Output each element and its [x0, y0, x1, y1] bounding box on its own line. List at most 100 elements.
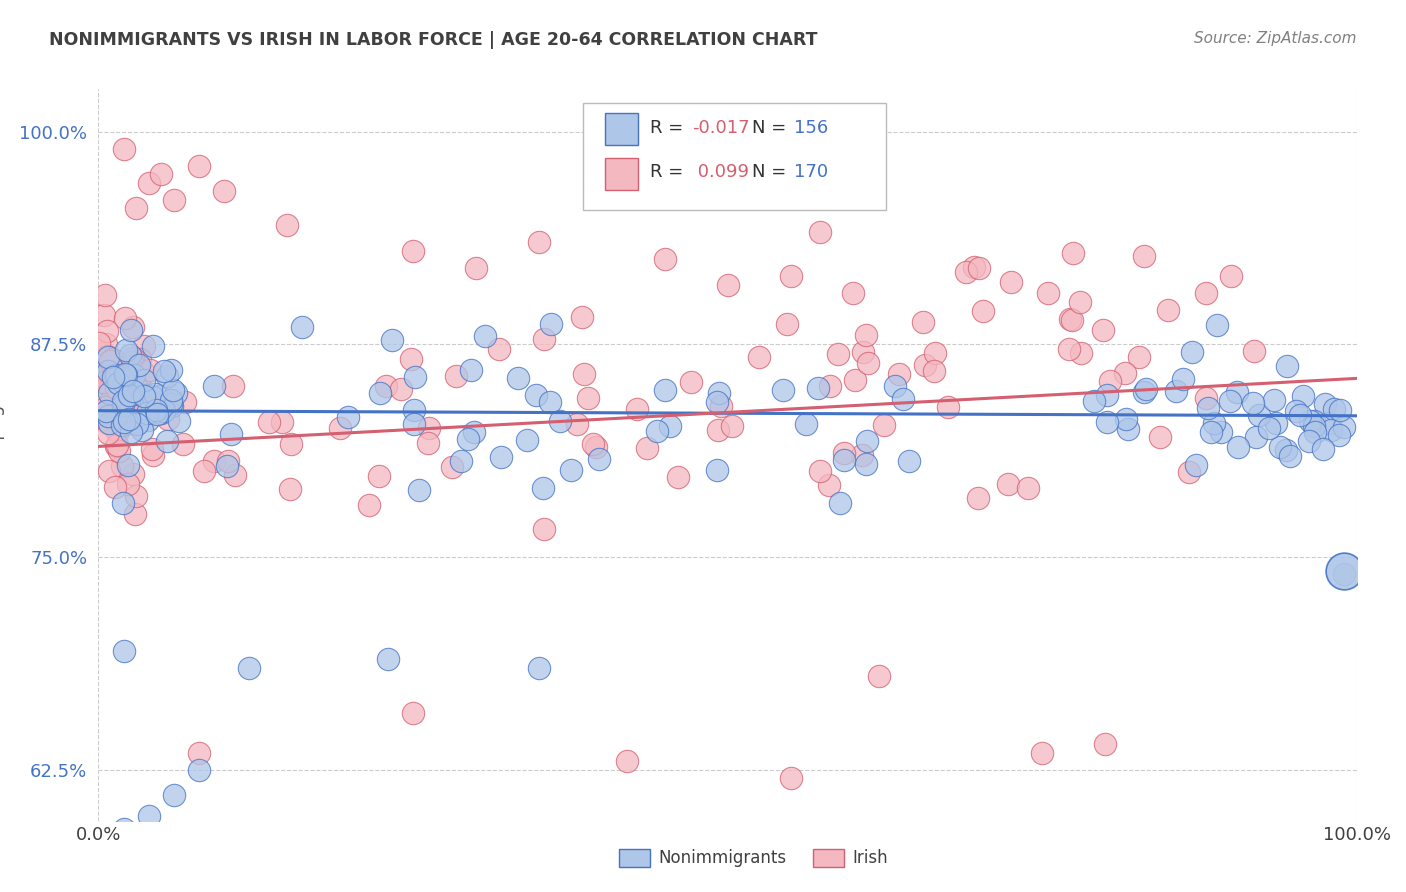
- Point: [1312, 442, 1334, 456]
- Point: [1069, 294, 1091, 309]
- Point: [1247, 408, 1270, 422]
- Point: [922, 364, 945, 378]
- Point: [1171, 372, 1194, 386]
- Point: [155, 393, 177, 408]
- Point: [112, 643, 135, 657]
- Point: [125, 856, 148, 871]
- Point: [115, 363, 138, 377]
- Point: [97, 409, 120, 423]
- Point: [121, 467, 143, 482]
- Point: [111, 394, 134, 409]
- Point: [114, 367, 136, 381]
- Point: [457, 432, 479, 446]
- Point: [160, 397, 183, 411]
- Point: [585, 440, 607, 454]
- Point: [1313, 397, 1336, 411]
- Point: [224, 468, 246, 483]
- Point: [1303, 425, 1326, 439]
- Point: [474, 329, 496, 343]
- Point: [117, 476, 139, 491]
- Point: [1268, 440, 1291, 454]
- Point: [444, 369, 467, 384]
- Point: [488, 342, 510, 356]
- Point: [162, 384, 184, 398]
- Point: [105, 381, 128, 395]
- Point: [115, 368, 138, 382]
- Point: [127, 387, 149, 401]
- Point: [844, 373, 866, 387]
- Point: [1258, 421, 1281, 435]
- Point: [93, 288, 115, 302]
- Point: [914, 358, 936, 372]
- Point: [117, 386, 139, 401]
- Point: [1227, 440, 1250, 454]
- Point: [121, 319, 143, 334]
- Text: 170: 170: [794, 163, 828, 181]
- Point: [124, 379, 146, 393]
- Point: [1157, 303, 1180, 318]
- Point: [155, 368, 177, 383]
- Point: [257, 415, 280, 429]
- Point: [997, 477, 1019, 491]
- Point: [404, 417, 426, 432]
- Point: [367, 469, 389, 483]
- Point: [533, 522, 555, 536]
- Point: [1327, 428, 1350, 442]
- Point: [135, 388, 157, 402]
- Point: [1299, 414, 1322, 428]
- Point: [707, 386, 730, 401]
- Point: [1333, 419, 1355, 434]
- Point: [571, 310, 593, 324]
- Point: [1097, 387, 1119, 401]
- Point: [93, 308, 115, 322]
- Point: [506, 371, 529, 385]
- Point: [706, 463, 728, 477]
- Point: [153, 404, 176, 418]
- Point: [828, 496, 851, 510]
- Text: 0.099: 0.099: [692, 163, 749, 181]
- Point: [219, 426, 242, 441]
- Point: [679, 376, 702, 390]
- Point: [120, 416, 142, 430]
- Point: [112, 376, 135, 391]
- Point: [111, 417, 134, 432]
- Point: [120, 347, 142, 361]
- Point: [163, 788, 186, 802]
- Point: [1333, 566, 1355, 581]
- Point: [124, 507, 146, 521]
- Point: [548, 414, 571, 428]
- Point: [139, 363, 162, 377]
- Point: [1070, 346, 1092, 360]
- Point: [141, 442, 163, 456]
- Point: [96, 324, 118, 338]
- Point: [98, 354, 121, 368]
- Point: [1226, 385, 1249, 400]
- Point: [111, 459, 134, 474]
- Point: [404, 402, 426, 417]
- Point: [97, 409, 120, 423]
- Point: [132, 366, 155, 380]
- Point: [291, 319, 314, 334]
- Point: [93, 389, 115, 403]
- Point: [142, 390, 165, 404]
- Point: [1277, 359, 1299, 373]
- Point: [450, 454, 472, 468]
- Point: [193, 464, 215, 478]
- Point: [1128, 351, 1150, 365]
- Point: [218, 454, 240, 468]
- Point: [96, 349, 118, 363]
- Point: [1038, 285, 1060, 300]
- Point: [1195, 286, 1218, 301]
- Point: [389, 383, 412, 397]
- Point: [114, 414, 136, 428]
- Point: [636, 442, 658, 456]
- Point: [1241, 395, 1264, 409]
- Point: [110, 371, 132, 385]
- Point: [1244, 430, 1267, 444]
- Point: [132, 339, 155, 353]
- Point: [832, 446, 855, 460]
- Point: [531, 482, 554, 496]
- Point: [891, 392, 914, 407]
- Point: [1017, 481, 1039, 495]
- Point: [148, 389, 170, 403]
